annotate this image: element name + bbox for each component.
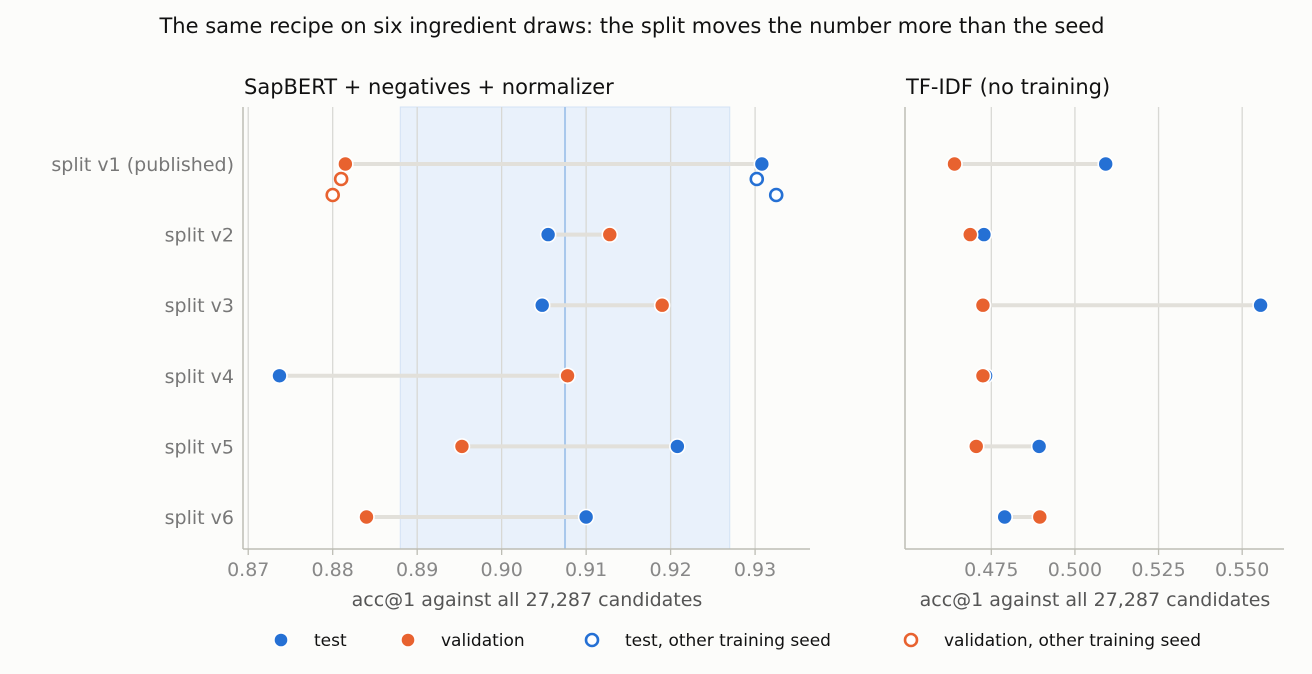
point-test-other-seed (768, 187, 784, 203)
point-test (533, 296, 551, 314)
point-validation (653, 296, 671, 314)
x-tick-label: 0.90 (481, 559, 523, 581)
point-test-other-seed (749, 171, 765, 187)
point-validation (337, 155, 354, 173)
point-test (996, 508, 1013, 526)
point-validation (974, 296, 992, 314)
point-validation (453, 438, 471, 455)
point-test (669, 438, 686, 455)
legend-test-other-seed-label: test, other training seed (625, 631, 831, 651)
point-validation (559, 367, 576, 385)
panel-title: SapBERT + negatives + normalizer (244, 75, 614, 99)
x-tick-label: 0.500 (1048, 559, 1102, 581)
y-tick-label: split v5 (165, 436, 234, 458)
point-test (271, 367, 288, 385)
x-tick-label: 0.92 (649, 559, 691, 581)
panel-tfidf: TF-IDF (no training) 0.475 0.500 0.525 0.550… (904, 75, 1284, 611)
x-tick-label: 0.93 (734, 559, 776, 581)
x-tick-label: 0.89 (396, 559, 438, 581)
x-tick-label: 0.88 (312, 559, 354, 581)
point-validation (358, 508, 375, 526)
x-tick-label: 0.91 (565, 559, 607, 581)
point-test (1030, 438, 1048, 455)
x-tick-label: 0.525 (1131, 559, 1185, 581)
legend-validation-other-seed-label: validation, other training seed (944, 631, 1201, 651)
y-tick-label: split v3 (165, 295, 234, 317)
point-validation (946, 155, 963, 173)
point-test (1097, 155, 1115, 173)
legend-test-other-seed-marker (584, 632, 600, 648)
x-tick-label: 0.87 (227, 559, 269, 581)
x-tick-label: 0.475 (964, 559, 1018, 581)
y-tick-label: split v2 (165, 225, 234, 247)
point-validation (601, 226, 619, 243)
point-test (1252, 296, 1269, 314)
point-test (577, 508, 595, 526)
x-axis-label: acc@1 against all 27,287 candidates (352, 589, 703, 611)
panel-title: TF-IDF (no training) (905, 75, 1110, 99)
point-test (975, 226, 993, 243)
legend: test validation test, other training seed v… (273, 631, 1201, 651)
legend-test-marker (273, 632, 289, 648)
point-validation-other-seed (325, 187, 341, 203)
y-tick-label: split v4 (165, 366, 234, 388)
legend-validation-marker (400, 632, 416, 648)
point-validation-other-seed (333, 171, 349, 187)
point-test (539, 226, 557, 243)
point-validation (967, 438, 985, 455)
point-validation (974, 367, 992, 385)
x-axis-label: acc@1 against all 27,287 candidates (920, 589, 1271, 611)
point-validation (1031, 508, 1049, 526)
legend-validation-other-seed-marker (903, 632, 919, 648)
point-test (753, 155, 771, 173)
y-tick-label: split v6 (165, 507, 234, 529)
figure-title: The same recipe on six ingredient draws:… (158, 14, 1104, 38)
y-tick-label: split v1 (published) (51, 154, 234, 176)
panel-sapbert: SapBERT + negatives + normalizer 0.87 0.88… (51, 75, 810, 611)
point-validation (961, 226, 979, 243)
legend-test-label: test (314, 631, 347, 651)
x-tick-label: 0.550 (1215, 559, 1269, 581)
legend-validation-label: validation (441, 631, 525, 651)
